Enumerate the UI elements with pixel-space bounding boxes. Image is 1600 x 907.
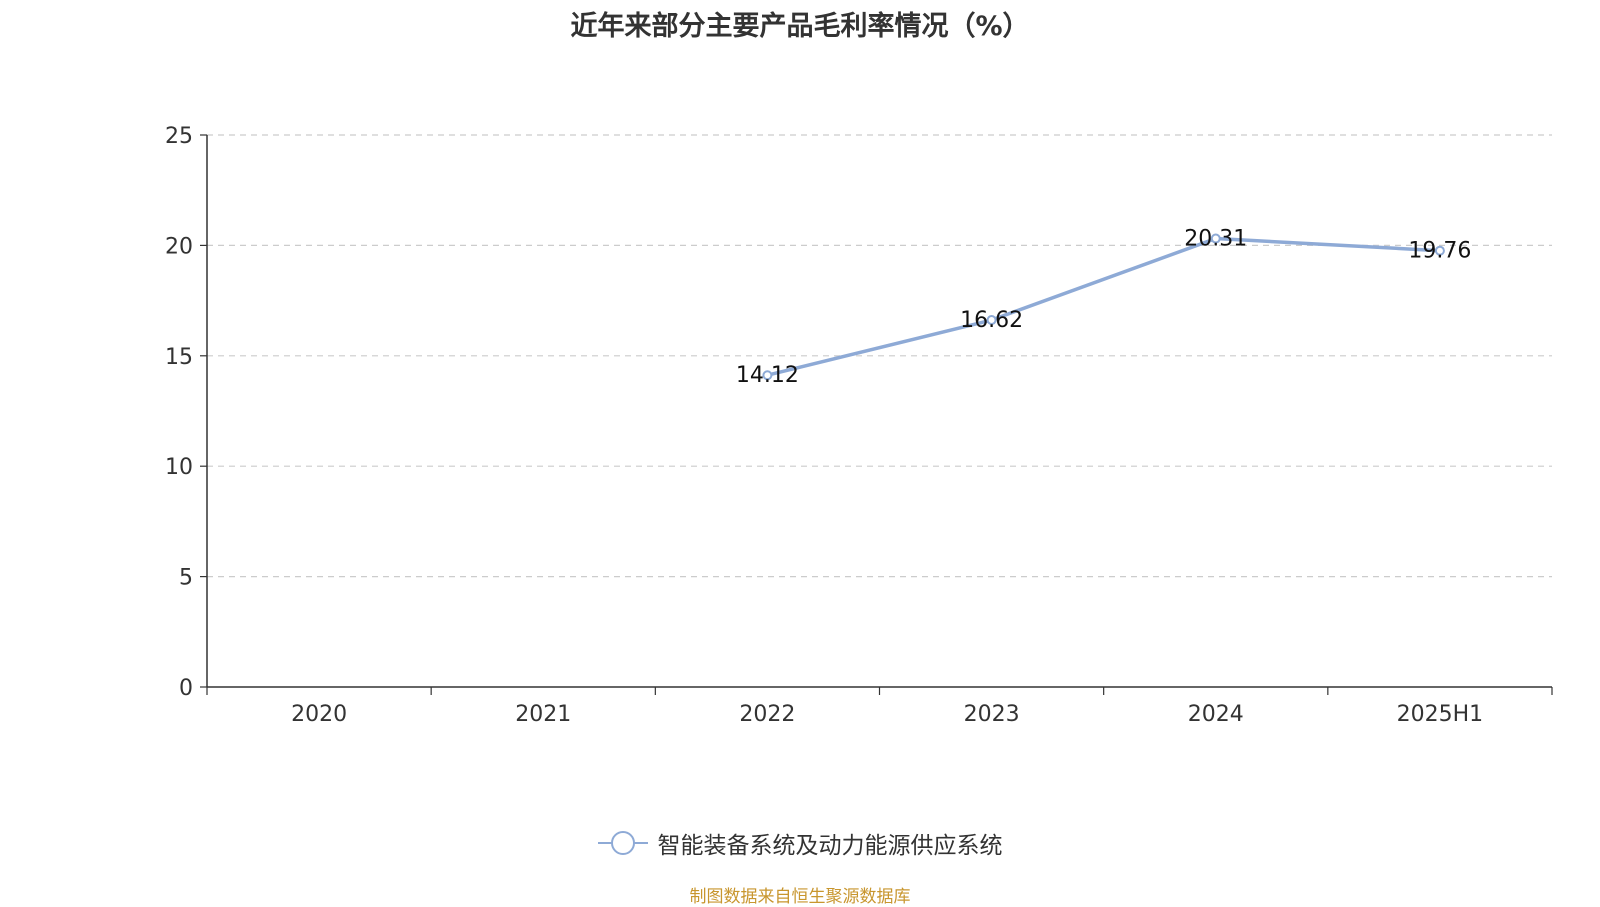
legend-line-marker-icon — [597, 831, 648, 855]
axes — [206, 135, 1552, 688]
x-axis-ticks: 2020 2021 2022 2023 2024 2025H1 — [206, 687, 1553, 727]
data-label: 20.31 — [1184, 227, 1247, 252]
series-line — [766, 236, 1441, 377]
legend-label: 智能装备系统及动力能源供应系统 — [657, 833, 1003, 859]
data-point — [1210, 233, 1221, 244]
y-tick-label: 0 — [179, 676, 193, 701]
y-axis-ticks: 0 5 10 15 20 25 — [165, 124, 207, 701]
y-tick-label: 25 — [165, 124, 193, 149]
chart-title: 近年来部分主要产品毛利率情况（%） — [570, 11, 1030, 42]
x-tick-label: 2022 — [739, 702, 795, 727]
source-note: 制图数据来自恒生聚源数据库 — [689, 887, 911, 907]
x-tick-label: 2020 — [291, 702, 347, 727]
series-group — [762, 233, 1445, 381]
x-tick-label: 2021 — [515, 702, 571, 727]
x-tick-label: 2023 — [964, 702, 1020, 727]
legend[interactable]: 智能装备系统及动力能源供应系统 — [0, 826, 1600, 860]
y-tick-label: 5 — [179, 566, 193, 591]
x-tick-label: 2025H1 — [1397, 702, 1484, 727]
data-point — [986, 315, 997, 326]
y-tick-label: 15 — [165, 345, 193, 370]
y-tick-label: 20 — [165, 234, 193, 259]
data-point — [1434, 245, 1445, 256]
data-label: 16.62 — [960, 308, 1023, 333]
data-point — [762, 370, 773, 381]
x-tick-label: 2024 — [1188, 702, 1244, 727]
grid-lines — [207, 134, 1552, 578]
y-tick-label: 10 — [165, 455, 193, 480]
data-label: 14.12 — [736, 363, 799, 388]
data-labels: 14.12 16.62 20.31 19.76 — [736, 227, 1471, 389]
data-label: 19.76 — [1408, 239, 1471, 264]
